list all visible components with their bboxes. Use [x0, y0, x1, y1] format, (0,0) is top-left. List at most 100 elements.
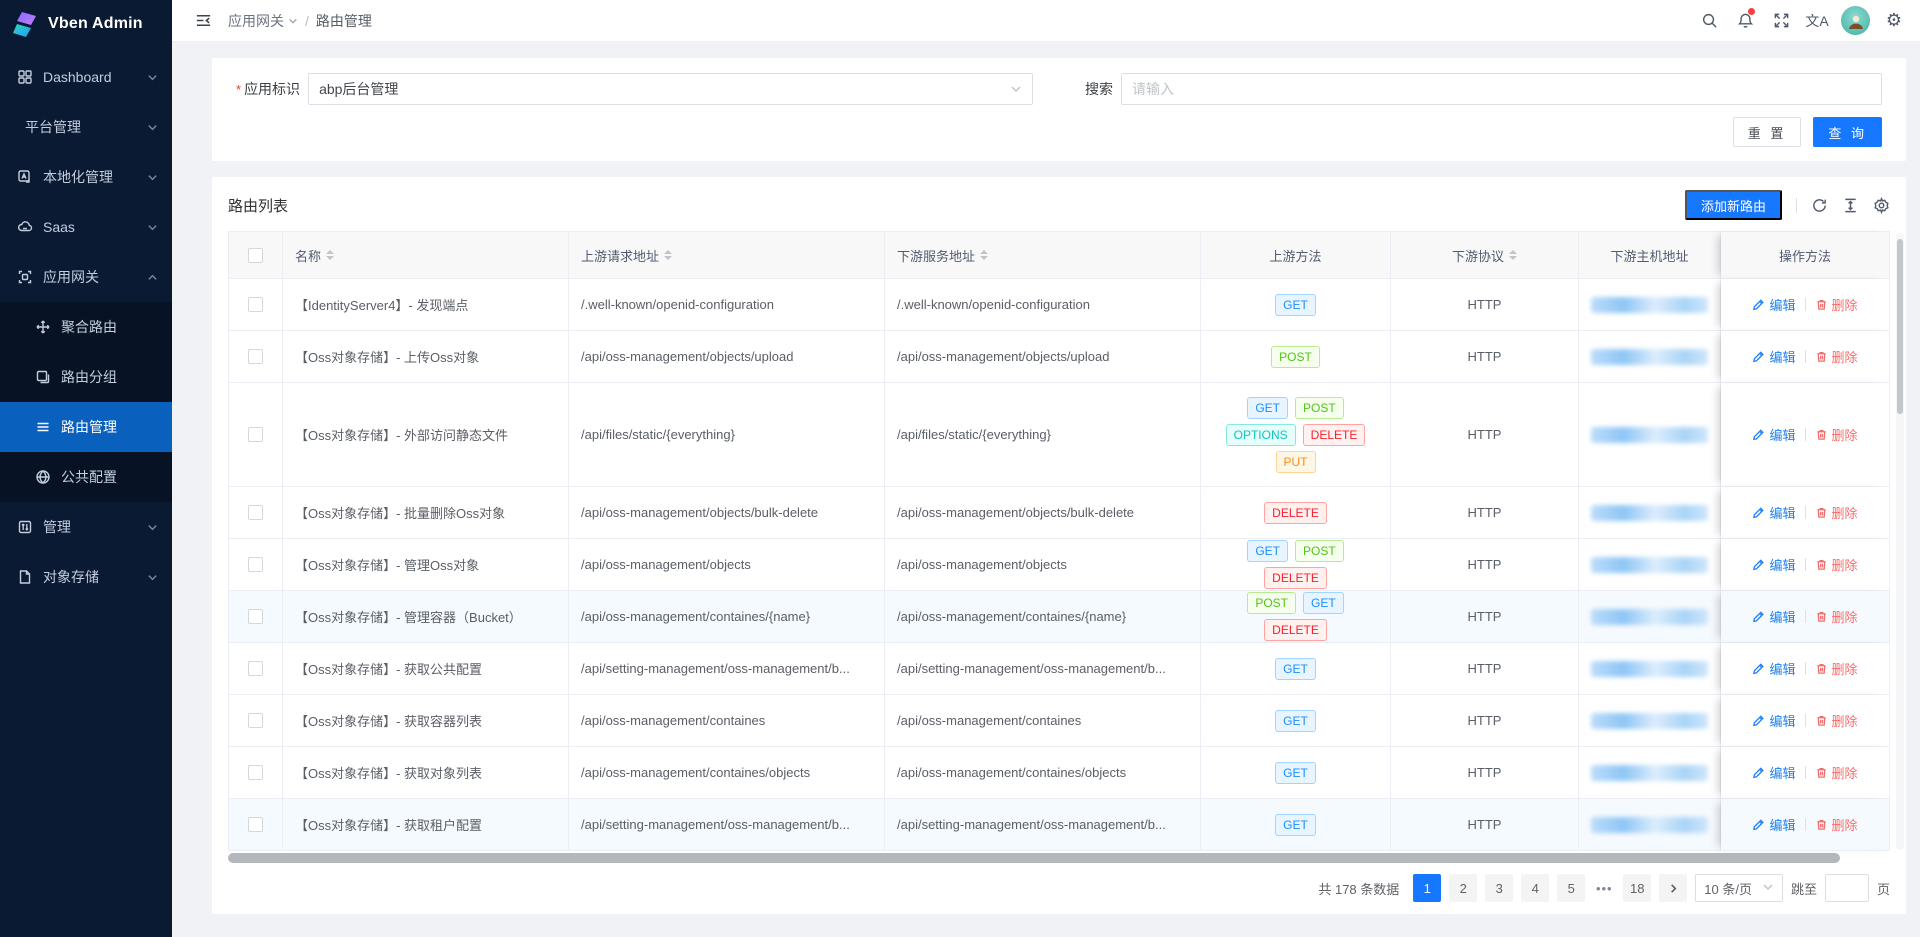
- vertical-scrollbar[interactable]: [1896, 233, 1904, 850]
- method-badge-delete: DELETE: [1264, 619, 1327, 641]
- column-header-protocol[interactable]: 下游协议: [1391, 232, 1579, 279]
- edit-button[interactable]: 编辑: [1752, 425, 1796, 444]
- page-button-3[interactable]: 3: [1485, 874, 1514, 902]
- delete-button[interactable]: 删除: [1815, 607, 1858, 626]
- delete-button[interactable]: 删除: [1815, 815, 1858, 834]
- page-button-2[interactable]: 2: [1449, 874, 1478, 902]
- row-checkbox[interactable]: [248, 713, 263, 728]
- chevron-down-icon: [147, 572, 158, 583]
- cell-methods: GET: [1201, 279, 1391, 331]
- sidebar-item-route-management[interactable]: 路由管理: [0, 402, 172, 452]
- table-row[interactable]: 【Oss对象存储】- 获取公共配置/api/setting-management…: [229, 643, 1889, 695]
- horizontal-scrollbar-thumb[interactable]: [228, 853, 1841, 863]
- add-route-button[interactable]: 添加新路由: [1684, 190, 1782, 220]
- brand-logo[interactable]: Vben Admin: [0, 0, 172, 48]
- delete-button[interactable]: 删除: [1815, 425, 1858, 444]
- table-row[interactable]: 【Oss对象存储】- 管理容器（Bucket）/api/oss-manageme…: [229, 591, 1889, 643]
- select-all-checkbox[interactable]: [248, 247, 263, 263]
- delete-button[interactable]: 删除: [1815, 295, 1858, 314]
- bell-icon[interactable]: [1727, 0, 1763, 42]
- sidebar-item-label: Saas: [43, 219, 75, 235]
- next-page-button[interactable]: [1659, 874, 1688, 902]
- table-row[interactable]: 【Oss对象存储】- 获取容器列表/api/oss-management/con…: [229, 695, 1889, 747]
- delete-button[interactable]: 删除: [1815, 711, 1858, 730]
- search-icon[interactable]: [1691, 0, 1727, 42]
- delete-button[interactable]: 删除: [1815, 347, 1858, 366]
- sidebar-item-public-config[interactable]: 公共配置: [0, 452, 172, 502]
- delete-button[interactable]: 删除: [1815, 763, 1858, 782]
- table-row[interactable]: 【Oss对象存储】- 获取对象列表/api/oss-management/con…: [229, 747, 1889, 799]
- row-height-icon[interactable]: [1842, 197, 1859, 214]
- vertical-scrollbar-thumb[interactable]: [1897, 239, 1903, 414]
- row-checkbox[interactable]: [248, 505, 263, 520]
- translate-icon[interactable]: 文A: [1805, 12, 1829, 29]
- table-row[interactable]: 【Oss对象存储】- 管理Oss对象/api/oss-management/ob…: [229, 539, 1889, 591]
- page-button-4[interactable]: 4: [1521, 874, 1550, 902]
- edit-button[interactable]: 编辑: [1752, 659, 1796, 678]
- edit-button[interactable]: 编辑: [1752, 295, 1796, 314]
- page-ellipsis[interactable]: •••: [1595, 880, 1613, 896]
- edit-button[interactable]: 编辑: [1752, 711, 1796, 730]
- sort-icon[interactable]: [980, 250, 989, 260]
- column-header-upstream[interactable]: 上游请求地址: [569, 232, 885, 279]
- page-size-select[interactable]: 10 条/页: [1695, 874, 1783, 902]
- page-button-1[interactable]: 1: [1413, 874, 1442, 902]
- row-checkbox[interactable]: [248, 609, 263, 624]
- row-checkbox[interactable]: [248, 817, 263, 832]
- row-checkbox[interactable]: [248, 765, 263, 780]
- row-checkbox[interactable]: [248, 661, 263, 676]
- sidebar-item-route-group[interactable]: 路由分组: [0, 352, 172, 402]
- delete-button[interactable]: 删除: [1815, 659, 1858, 678]
- sidebar-item-management[interactable]: 管理: [0, 502, 172, 552]
- sidebar-item-aggregate-route[interactable]: 聚合路由: [0, 302, 172, 352]
- avatar[interactable]: [1841, 6, 1870, 35]
- refresh-icon[interactable]: [1811, 197, 1828, 214]
- sidebar-item-platform-management[interactable]: 平台管理: [0, 102, 172, 152]
- row-checkbox[interactable]: [248, 557, 263, 572]
- fullscreen-icon[interactable]: [1763, 0, 1799, 42]
- edit-button[interactable]: 编辑: [1752, 503, 1796, 522]
- horizontal-scrollbar[interactable]: [228, 853, 1890, 863]
- row-checkbox[interactable]: [248, 349, 263, 364]
- sidebar-item-object-storage[interactable]: 对象存储: [0, 552, 172, 602]
- row-checkbox[interactable]: [248, 297, 263, 312]
- row-checkbox[interactable]: [248, 427, 263, 442]
- aggregate-route-icon: [34, 319, 51, 336]
- app-id-select[interactable]: abp后台管理: [308, 73, 1033, 105]
- edit-button[interactable]: 编辑: [1752, 347, 1796, 366]
- table-row[interactable]: 【Oss对象存储】- 外部访问静态文件/api/files/static/{ev…: [229, 383, 1889, 487]
- sidebar-item-app-gateway[interactable]: 应用网关: [0, 252, 172, 302]
- jump-page-input[interactable]: [1824, 874, 1869, 902]
- sidebar-item-dashboard[interactable]: Dashboard: [0, 52, 172, 102]
- table-row[interactable]: 【IdentityServer4】- 发现端点/.well-known/open…: [229, 279, 1889, 331]
- table-row[interactable]: 【Oss对象存储】- 上传Oss对象/api/oss-management/ob…: [229, 331, 1889, 383]
- sidebar-item-saas[interactable]: Saas: [0, 202, 172, 252]
- sidebar-item-label: 聚合路由: [61, 319, 117, 335]
- query-button[interactable]: 查 询: [1813, 117, 1882, 147]
- sidebar-item-localization-management[interactable]: 本地化管理: [0, 152, 172, 202]
- reset-button[interactable]: 重 置: [1732, 117, 1802, 147]
- settings-gear-icon[interactable]: ⚙: [1885, 9, 1903, 31]
- edit-button[interactable]: 编辑: [1752, 763, 1796, 782]
- menu-fold-icon[interactable]: [188, 0, 218, 42]
- trash-icon: [1816, 767, 1826, 778]
- page-button-18[interactable]: 18: [1623, 874, 1652, 902]
- sort-icon[interactable]: [664, 250, 673, 260]
- delete-button[interactable]: 删除: [1815, 555, 1858, 574]
- table-row[interactable]: 【Oss对象存储】- 批量删除Oss对象/api/oss-management/…: [229, 487, 1889, 539]
- main-area: 应用网关 / 路由管理 文A: [172, 0, 1920, 937]
- table-row[interactable]: 【Oss对象存储】- 获取租户配置/api/setting-management…: [229, 799, 1889, 851]
- column-header-downstream[interactable]: 下游服务地址: [885, 232, 1201, 279]
- breadcrumb-gateway[interactable]: 应用网关: [228, 11, 298, 31]
- row-checkbox-cell: [229, 539, 283, 591]
- search-input[interactable]: [1121, 73, 1882, 105]
- sort-icon[interactable]: [1509, 250, 1517, 260]
- edit-button[interactable]: 编辑: [1752, 607, 1796, 626]
- page-button-5[interactable]: 5: [1557, 874, 1586, 902]
- sort-icon[interactable]: [326, 250, 335, 260]
- delete-button[interactable]: 删除: [1815, 503, 1858, 522]
- column-header-name[interactable]: 名称: [283, 232, 569, 279]
- column-settings-icon[interactable]: [1873, 196, 1890, 214]
- edit-button[interactable]: 编辑: [1752, 815, 1796, 834]
- edit-button[interactable]: 编辑: [1752, 555, 1796, 574]
